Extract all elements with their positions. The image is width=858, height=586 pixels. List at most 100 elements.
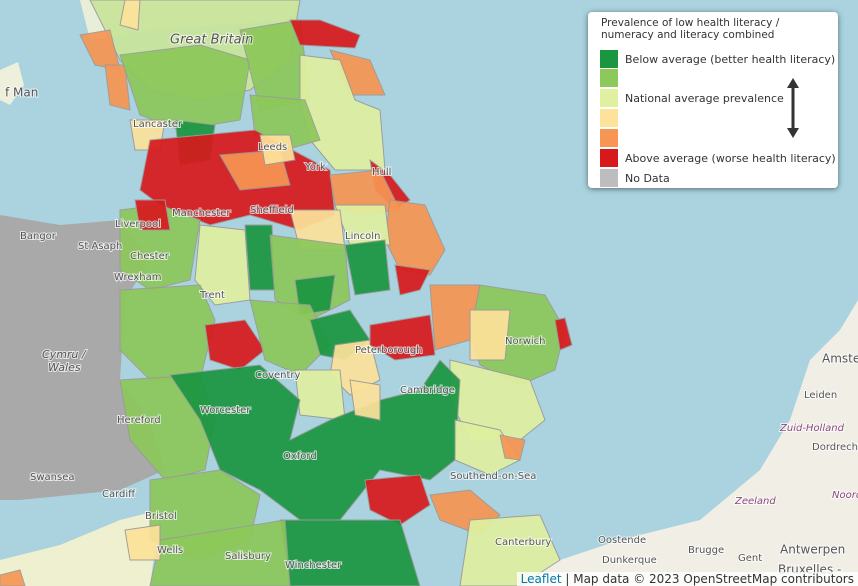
legend-row <box>600 109 625 127</box>
place-label: Hull <box>372 167 391 178</box>
isle-of-man <box>0 62 24 105</box>
continent <box>520 300 858 586</box>
legend-swatch <box>600 129 618 147</box>
regions <box>0 0 573 586</box>
place-label: Wells <box>157 545 183 556</box>
place-label: Noord- <box>832 490 858 501</box>
place-label: Dunkerque <box>602 555 657 566</box>
region <box>384 199 446 276</box>
wales <box>0 215 165 500</box>
legend-arrow <box>787 78 799 138</box>
place-label: Norwich <box>505 336 546 347</box>
region <box>149 519 291 586</box>
region <box>394 264 431 296</box>
place-label: Southend-on-Sea <box>450 471 536 482</box>
legend-swatch <box>600 89 618 107</box>
region <box>194 224 251 306</box>
region <box>294 369 346 421</box>
legend-label: National average prevalence <box>625 91 784 105</box>
place-label: f Man <box>5 86 38 100</box>
region <box>124 524 161 561</box>
place-label: Salisbury <box>225 551 271 562</box>
legend-label: No Data <box>625 171 670 185</box>
place-label: Sheffield <box>250 205 294 216</box>
place-label: Peterborough <box>355 345 423 356</box>
place-label: Hereford <box>117 415 161 426</box>
legend-swatch <box>600 69 618 87</box>
place-label: Brugge <box>688 545 724 556</box>
region <box>169 359 461 521</box>
region <box>204 319 266 371</box>
place-label: Amste <box>822 352 858 366</box>
place-label: Oxford <box>283 451 317 462</box>
place-label: Cardiff <box>102 489 136 500</box>
legend-title: Prevalence of low health literacy / nume… <box>601 17 780 41</box>
legend-row: No Data <box>600 169 670 187</box>
place-label: Winchester <box>285 560 342 571</box>
legend-row <box>600 69 625 87</box>
place-label: Worcester <box>200 405 251 416</box>
place-label: Great Britain <box>170 33 253 48</box>
place-label: Lancaster <box>133 119 183 130</box>
legend-row <box>600 129 625 147</box>
region <box>279 519 421 586</box>
region <box>454 419 521 476</box>
place-label: Trent <box>199 290 225 301</box>
place-label: Bangor <box>20 231 57 242</box>
legend-swatch <box>600 50 618 68</box>
region <box>119 44 251 131</box>
region <box>349 379 381 421</box>
region <box>334 204 391 246</box>
region <box>259 134 296 166</box>
place-label: St Asaph <box>78 241 122 252</box>
attribution-text: | Map data © 2023 OpenStreetMap contribu… <box>565 572 854 586</box>
legend-swatch <box>600 169 618 187</box>
region <box>119 0 141 31</box>
place-label: Coventry <box>255 370 301 381</box>
place-label: Leeds <box>258 142 287 153</box>
place-label: Zuid-Holland <box>779 423 845 434</box>
region <box>249 299 331 376</box>
legend-label: Above average (worse health literacy) <box>625 151 836 165</box>
place-label: Dordrecht <box>812 442 858 453</box>
place-label: Manchester <box>172 208 231 219</box>
place-label: Chester <box>130 251 170 262</box>
place-label: Bristol <box>145 511 177 522</box>
region <box>469 309 511 361</box>
legend-row: Below average (better health literacy) <box>600 50 835 68</box>
legend-swatch <box>600 149 618 167</box>
legend-label: Below average (better health literacy) <box>625 52 836 66</box>
region <box>344 239 391 296</box>
place-label: Zeeland <box>734 496 776 507</box>
place-label: York <box>304 162 326 173</box>
place-label: Swansea <box>30 472 74 483</box>
place-label: Liverpool <box>115 219 161 230</box>
place-label: Leiden <box>804 390 837 401</box>
legend: Prevalence of low health literacy / nume… <box>588 12 838 188</box>
region <box>364 474 431 526</box>
legend-swatch <box>600 109 618 127</box>
region <box>499 434 526 461</box>
leaflet-link[interactable]: Leaflet <box>520 572 562 586</box>
legend-row: Above average (worse health literacy) <box>600 149 836 167</box>
region <box>0 569 26 586</box>
place-label: Cambridge <box>400 385 455 396</box>
region <box>104 64 131 111</box>
place-label: Cymru / <box>42 348 87 361</box>
cornwall-land <box>0 510 160 586</box>
place-label: Oostende <box>598 535 646 546</box>
attribution: Leaflet | Map data © 2023 OpenStreetMap … <box>516 572 858 586</box>
place-label: Lincoln <box>345 231 380 242</box>
legend-row: National average prevalence <box>600 89 784 107</box>
region <box>554 317 573 351</box>
place-label: Antwerpen <box>780 543 845 557</box>
place-label: Gent <box>738 553 762 564</box>
place-label: Wales <box>48 361 81 374</box>
region <box>289 19 361 49</box>
region <box>369 314 436 361</box>
place-label: Wrexham <box>114 272 161 283</box>
place-label: Canterbury <box>495 537 551 548</box>
region <box>134 199 171 231</box>
